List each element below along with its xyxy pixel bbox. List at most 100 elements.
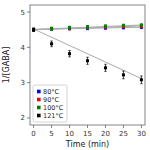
legend-box: [33, 85, 67, 122]
error-bar-cap: [104, 64, 106, 65]
y-tick-label: 4: [21, 44, 26, 52]
error-bar: [50, 28, 52, 31]
fit-line: [34, 29, 142, 79]
data-point: [32, 28, 35, 31]
x-tick-label: 30: [137, 130, 146, 138]
data-point: [86, 59, 89, 62]
y-tick-label: 5: [21, 9, 25, 17]
error-bar-stem: [141, 24, 142, 27]
x-tick: [33, 125, 34, 128]
legend-label: 90°C: [43, 96, 60, 104]
error-bar-stem: [87, 25, 88, 28]
error-bar-stem: [33, 28, 34, 31]
x-tick: [51, 125, 52, 128]
data-point: [32, 28, 35, 31]
error-bar-stem: [51, 41, 52, 47]
error-bar-cap: [86, 57, 88, 58]
data-point: [104, 66, 107, 69]
error-bar: [68, 27, 70, 30]
data-point: [50, 28, 53, 31]
error-bar: [32, 28, 34, 32]
legend: 80°C90°C100°C121°C: [33, 85, 67, 122]
x-tick: [105, 125, 106, 128]
data-point: [50, 27, 53, 30]
error-bar-cap: [50, 41, 52, 42]
y-tick-label: 3: [21, 79, 25, 87]
x-tick-label: 15: [83, 130, 92, 138]
data-point: [122, 24, 125, 27]
data-point: [104, 25, 107, 28]
error-bar-cap: [50, 46, 52, 47]
error-bar-stem: [33, 28, 34, 31]
error-bar-stem: [141, 76, 142, 84]
x-tick: [141, 125, 142, 128]
error-bar-cap: [122, 71, 124, 72]
plot-area: [32, 24, 143, 84]
y-axis-label: 1/[GABA]: [2, 47, 11, 84]
legend-marker: [37, 98, 41, 102]
y-tick: [27, 12, 30, 13]
y-tick-label: 2: [21, 114, 25, 122]
error-bar-stem: [105, 25, 106, 28]
error-bar: [68, 51, 70, 57]
error-bar-stem: [51, 27, 52, 30]
error-bar-stem: [87, 57, 88, 64]
error-bar: [104, 64, 106, 71]
error-bar-stem: [105, 64, 106, 71]
error-bar: [50, 27, 52, 30]
error-bar-stem: [51, 28, 52, 31]
x-tick: [87, 125, 88, 128]
error-bar-cap: [86, 26, 88, 27]
error-bar: [86, 57, 88, 64]
error-bar-stem: [69, 26, 70, 29]
error-bar-cap: [86, 64, 88, 65]
error-bar: [86, 25, 88, 28]
data-point: [50, 27, 53, 30]
data-point: [140, 24, 143, 27]
error-bar: [86, 26, 88, 29]
error-bar: [50, 27, 52, 30]
data-point: [140, 78, 143, 81]
x-tick-label: 5: [49, 130, 53, 138]
error-bar: [104, 25, 106, 28]
x-tick-label: 0: [31, 130, 35, 138]
data-point: [50, 42, 53, 45]
error-bar-stem: [33, 28, 34, 31]
y-tick: [27, 82, 30, 83]
data-point: [86, 25, 89, 28]
error-bar: [104, 25, 106, 28]
data-point: [68, 52, 71, 55]
y-tick: [27, 117, 30, 118]
data-point: [32, 28, 35, 31]
x-tick: [69, 125, 70, 128]
error-bar-cap: [68, 50, 70, 51]
legend-label: 80°C: [43, 88, 60, 96]
data-point: [32, 28, 35, 31]
data-point: [86, 26, 89, 29]
legend-marker: [37, 106, 41, 110]
error-bar: [68, 26, 70, 29]
x-axis-label: Time (min): [65, 140, 109, 149]
legend-marker: [37, 114, 41, 118]
error-bar-stem: [69, 51, 70, 57]
error-bar: [140, 24, 142, 27]
legend-label: 121°C: [43, 112, 64, 120]
error-bar-cap: [68, 56, 70, 57]
fit-line: [34, 25, 142, 30]
error-bar-stem: [87, 26, 88, 29]
error-bar-stem: [69, 27, 70, 30]
legend-marker: [37, 90, 41, 94]
error-bar: [32, 28, 34, 31]
y-tick: [27, 47, 30, 48]
legend-label: 100°C: [43, 104, 64, 112]
error-bar-stem: [123, 24, 124, 27]
error-bar-stem: [123, 71, 124, 79]
x-tick: [123, 125, 124, 128]
chart: 0510152025302345Time (min)1/[GABA]80°C90…: [0, 0, 150, 150]
data-point: [104, 25, 107, 28]
error-bar-stem: [33, 28, 34, 32]
plot-frame: [30, 5, 145, 125]
error-bar-cap: [140, 75, 142, 76]
error-bar: [50, 41, 52, 47]
data-point: [122, 73, 125, 76]
